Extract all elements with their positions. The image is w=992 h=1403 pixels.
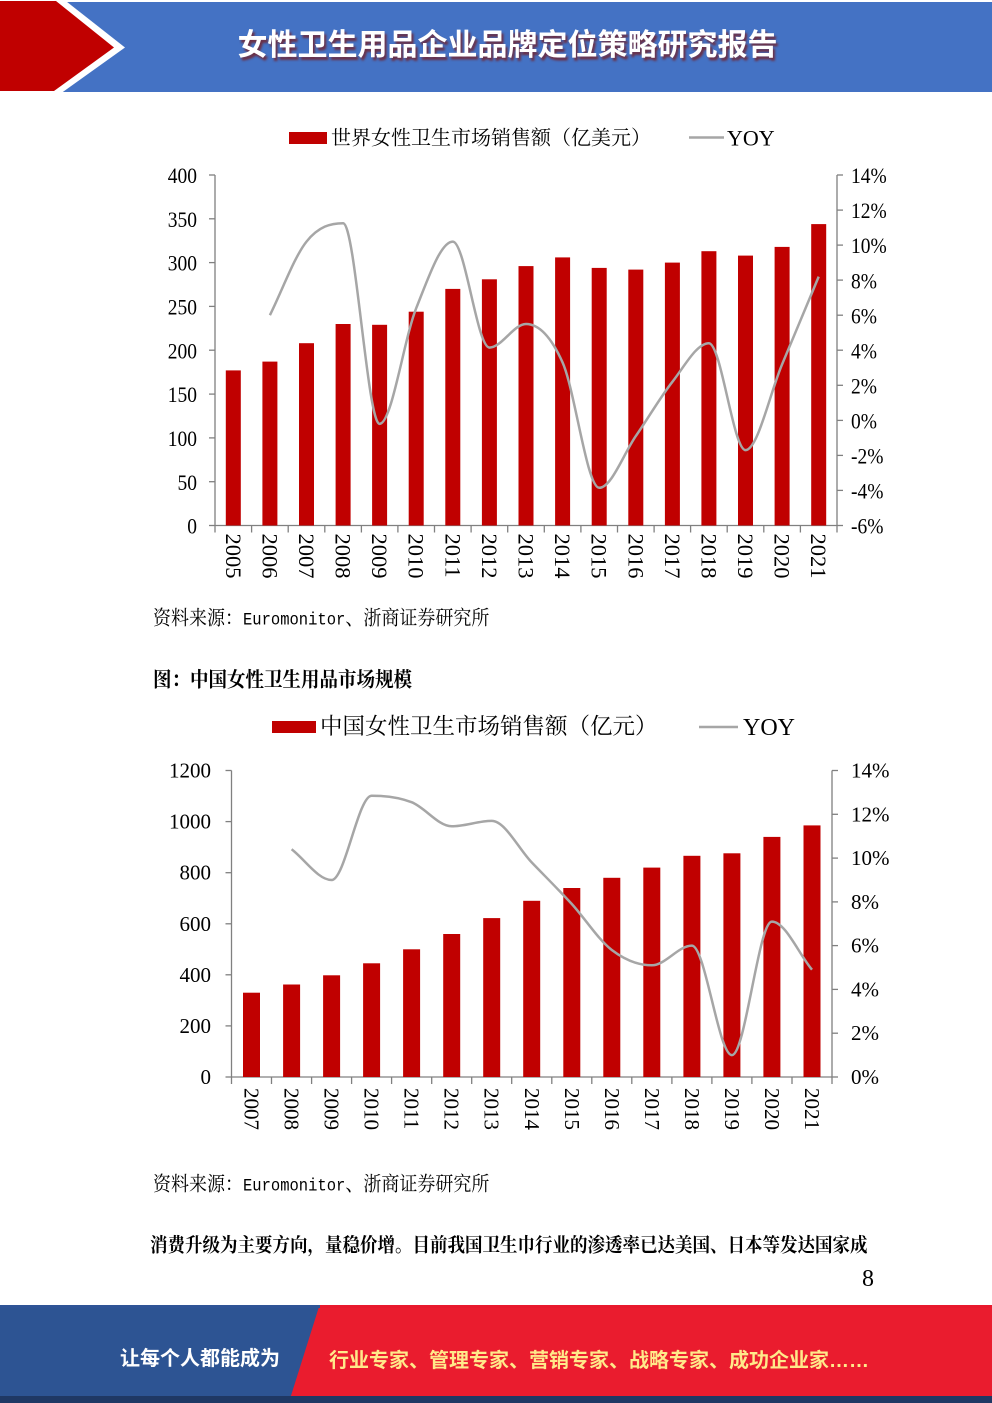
svg-text:12%: 12%: [851, 802, 890, 826]
svg-text:2008: 2008: [331, 534, 356, 579]
svg-text:6%: 6%: [851, 303, 877, 329]
svg-text:100: 100: [168, 426, 197, 452]
svg-text:200: 200: [180, 1014, 212, 1038]
svg-text:2%: 2%: [851, 373, 877, 399]
svg-text:2019: 2019: [720, 1088, 744, 1130]
svg-text:1000: 1000: [169, 810, 211, 834]
svg-text:800: 800: [180, 861, 212, 885]
svg-text:400: 400: [168, 163, 197, 189]
svg-text:600: 600: [180, 912, 212, 936]
svg-text:2010: 2010: [360, 1088, 384, 1130]
svg-text:14%: 14%: [851, 759, 890, 783]
svg-text:1200: 1200: [169, 759, 211, 783]
svg-text:2011: 2011: [440, 534, 465, 578]
svg-text:350: 350: [168, 207, 197, 233]
svg-text:6%: 6%: [851, 934, 879, 958]
svg-text:2009: 2009: [320, 1088, 344, 1130]
svg-text:10%: 10%: [851, 233, 887, 259]
svg-text:-2%: -2%: [851, 443, 883, 469]
svg-text:2012: 2012: [440, 1088, 464, 1130]
svg-text:300: 300: [168, 250, 197, 276]
svg-text:2017: 2017: [660, 534, 685, 579]
svg-text:YOY: YOY: [743, 715, 795, 741]
svg-text:250: 250: [168, 294, 197, 320]
svg-text:-6%: -6%: [851, 513, 883, 539]
svg-text:YOY: YOY: [727, 126, 775, 151]
svg-text:2007: 2007: [240, 1088, 264, 1130]
svg-text:2015: 2015: [560, 1088, 584, 1130]
svg-text:2010: 2010: [404, 534, 429, 579]
svg-text:12%: 12%: [851, 198, 887, 224]
svg-text:0: 0: [201, 1065, 212, 1089]
svg-text:400: 400: [180, 963, 212, 987]
svg-text:50: 50: [178, 469, 197, 495]
svg-text:2%: 2%: [851, 1021, 879, 1045]
svg-text:4%: 4%: [851, 338, 877, 364]
svg-text:150: 150: [168, 382, 197, 408]
svg-text:2018: 2018: [696, 534, 721, 579]
svg-text:世界女性卫生市场销售额（亿美元）: 世界女性卫生市场销售额（亿美元）: [331, 127, 651, 150]
svg-text:2017: 2017: [640, 1088, 664, 1130]
svg-text:2020: 2020: [770, 534, 795, 579]
svg-text:2013: 2013: [480, 1088, 504, 1130]
svg-text:10%: 10%: [851, 846, 890, 870]
svg-text:2020: 2020: [760, 1088, 784, 1130]
svg-text:2009: 2009: [367, 534, 392, 579]
svg-text:2016: 2016: [623, 534, 648, 579]
svg-text:8%: 8%: [851, 268, 877, 294]
svg-text:-4%: -4%: [851, 478, 883, 504]
svg-text:8%: 8%: [851, 890, 879, 914]
svg-text:2012: 2012: [477, 534, 502, 579]
svg-text:4%: 4%: [851, 977, 879, 1001]
svg-text:2021: 2021: [800, 1088, 824, 1130]
svg-text:2006: 2006: [257, 534, 282, 579]
svg-text:中国女性卫生市场销售额（亿元）: 中国女性卫生市场销售额（亿元）: [320, 714, 658, 739]
svg-text:2011: 2011: [400, 1088, 424, 1129]
svg-text:2014: 2014: [520, 1088, 544, 1131]
svg-text:2021: 2021: [806, 534, 831, 579]
svg-text:14%: 14%: [851, 163, 887, 189]
svg-text:2014: 2014: [550, 534, 575, 579]
svg-text:0: 0: [187, 513, 197, 539]
svg-text:2015: 2015: [587, 534, 612, 579]
svg-text:2007: 2007: [294, 534, 319, 579]
svg-text:0%: 0%: [851, 408, 877, 434]
svg-text:0%: 0%: [851, 1065, 879, 1089]
svg-text:2013: 2013: [514, 534, 539, 579]
svg-text:200: 200: [168, 338, 197, 364]
svg-text:2018: 2018: [680, 1088, 704, 1130]
svg-text:2019: 2019: [733, 534, 758, 579]
svg-text:2016: 2016: [600, 1088, 624, 1130]
svg-text:2008: 2008: [280, 1088, 304, 1130]
svg-text:2005: 2005: [221, 534, 246, 579]
